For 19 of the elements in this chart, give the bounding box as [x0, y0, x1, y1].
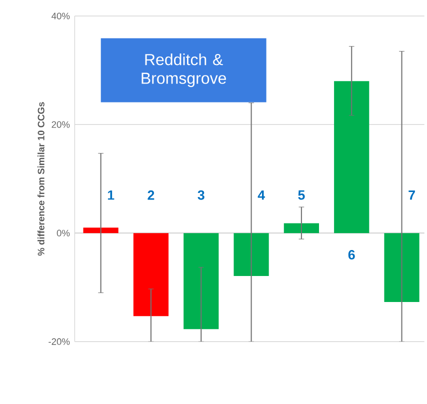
y-axis-title: % difference from Similar 10 CCGs: [38, 102, 44, 256]
y-tick-label: -20%: [48, 338, 70, 345]
y-tick-label: 20%: [52, 121, 70, 128]
x-tick-label: 5: [298, 190, 305, 200]
bar: [83, 227, 118, 233]
text: Redditch & Bromsgrove: [142, 53, 226, 87]
y-tick-label: 0%: [56, 230, 70, 236]
bar: [133, 232, 169, 316]
y-tick-label: 40%: [52, 12, 70, 20]
x-tick-label: 6: [348, 250, 355, 260]
bar: [284, 223, 320, 233]
x-tick-label: 1: [108, 190, 114, 200]
bar: [384, 232, 420, 302]
x-tick-label: 4: [258, 190, 265, 200]
bar: [234, 232, 269, 276]
x-tick-label: 7: [408, 190, 415, 200]
x-tick-label: 3: [198, 190, 204, 200]
x-tick-label: 2: [148, 190, 154, 200]
bar: [334, 80, 370, 233]
